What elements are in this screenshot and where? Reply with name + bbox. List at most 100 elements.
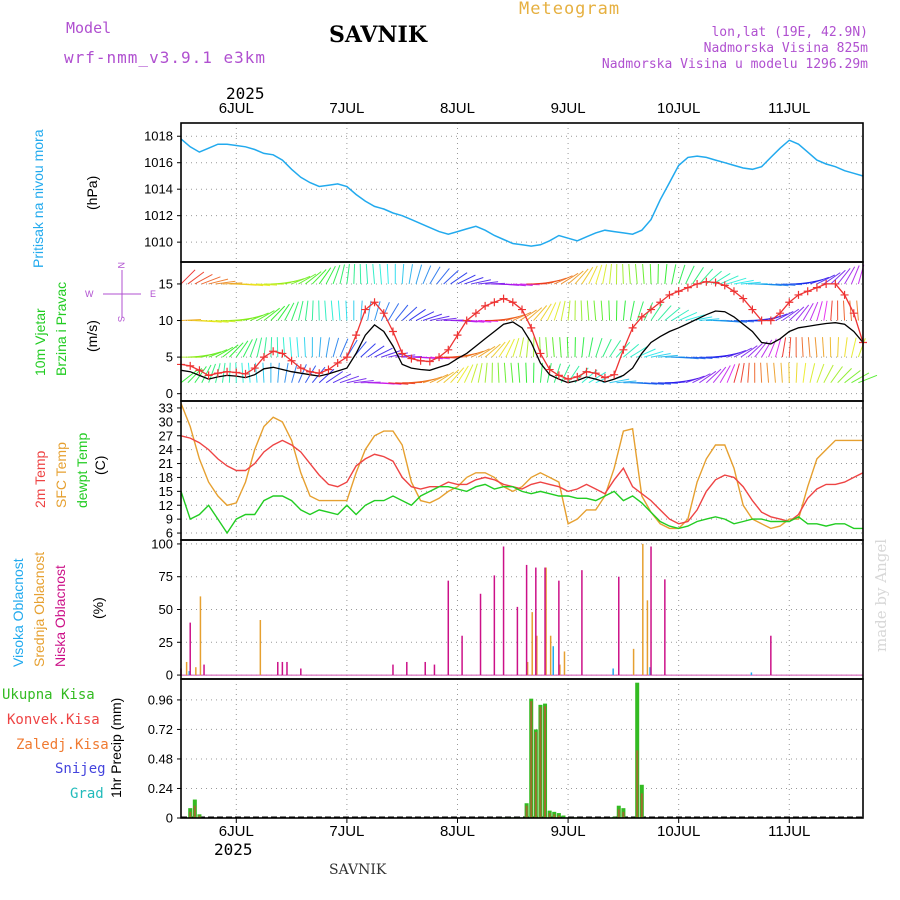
wind-direction-arrow [837,267,851,285]
wind-direction-arrow [291,363,298,383]
wind-direction-arrow [180,370,198,384]
wind-direction-arrow [822,337,825,358]
conv-precip-bar [530,701,533,818]
wind-direction-arrow [339,375,360,384]
wind-direction-arrow [699,318,720,322]
panel-frame [180,122,864,263]
wind-gust-marker [794,290,803,299]
wind-gust-marker [776,309,785,318]
xtick-label-top: 9JUL [551,100,586,117]
wind-direction-arrow [553,363,561,383]
wind-direction-arrow [256,337,263,358]
wind-gust-marker [333,358,342,367]
conv-precip-bar [617,809,620,818]
wind-direction-arrow [650,382,672,385]
wind-direction-arrow [318,337,322,358]
wind-direction-arrow [780,362,783,383]
xtick-label-bottom: 9JUL [551,823,586,840]
wind-gust-marker [241,369,250,378]
wind-gust-marker [610,370,619,379]
wind-direction-arrow [635,263,638,284]
ytick-label: 1010 [144,235,173,250]
wind-gust-marker [748,305,757,314]
wind-direction-arrow [747,343,763,358]
wind-gust-marker [435,353,444,362]
wind-direction-arrow [773,362,776,383]
wind-direction-arrow [581,369,598,384]
wind-gust-marker [693,279,702,288]
wind-direction-arrow [849,300,852,321]
wind-gust-marker [287,356,296,365]
ytick-label: 15 [159,484,173,499]
lonlat-label: lon,lat (19E, 42.9N) [711,25,868,40]
wind-direction-arrow [394,304,409,321]
ytick-label: 27 [159,428,173,443]
wind-direction-arrow [588,337,594,358]
wind-direction-arrow [450,367,465,384]
wind-direction-arrow [678,356,699,360]
wind-direction-arrow [622,300,626,321]
ytick-label: 10 [159,313,173,328]
wind-direction-arrow [795,304,810,321]
conv-precip-bar [553,814,556,818]
wind-direction-arrow [257,283,278,286]
wind-direction-arrow [477,345,496,358]
wind-direction-arrow [671,264,677,285]
wind-direction-arrow [470,363,478,383]
wind-gust-marker [204,371,213,380]
wind-direction-arrow [201,351,222,358]
wind-direction-arrow [747,362,750,383]
wind-direction-arrow [664,307,681,321]
wind-direction-arrow [595,337,603,358]
wind-direction-arrow [692,267,704,285]
wind-direction-arrow [387,303,400,321]
wind-direction-arrow [740,281,761,285]
axes-layer: 1010101210141016101805101569121518212427… [144,100,864,840]
wind-direction-arrow [547,277,567,285]
wind-direction-arrow [540,303,552,321]
wind-direction-arrow [249,312,269,321]
wind-direction-arrow [339,264,345,285]
wind-direction-arrow [374,301,381,321]
wind-direction-arrow [788,306,805,321]
wind-direction-arrow [305,271,322,285]
wind-direction-arrow [823,300,828,321]
wind-direction-arrow [692,356,713,359]
wind-direction-arrow [788,337,792,358]
wind-direction-arrow [719,365,731,383]
ytick-label: 33 [159,400,173,415]
wind-direction-arrow [484,343,501,358]
wind-direction-arrow [325,337,330,358]
wind-direction-arrow [332,337,340,358]
wind-gust-marker [407,354,416,363]
wind-direction-arrow [567,365,580,383]
model-elevation-label: Nadmorska Visina u modelu 1296.29m [601,57,868,72]
xtick-label-top: 11JUL [768,100,810,117]
wind-direction-arrow [637,382,658,385]
conv-precip-bar [534,731,537,818]
wind-direction-arrow [291,275,311,285]
wind-direction-arrow [602,338,612,358]
data-layer [177,138,878,818]
wind-direction-arrow [422,265,432,285]
compass-s: S [116,316,126,322]
xtick-label-bottom: 7JUL [329,823,364,840]
wind-gust-marker [453,331,462,340]
wind-gust-marker [213,369,222,378]
wind-direction-arrow [208,320,229,323]
wind-direction-arrow [263,307,281,321]
wind-direction-arrow [526,337,529,358]
wind-direction-arrow [623,343,640,358]
ytick-label: 25 [159,635,173,650]
xtick-label-bottom: 6JUL [219,823,254,840]
ytick-label: 30 [159,414,173,429]
wind-direction-arrow [381,350,401,358]
wind-gust-marker [195,366,204,375]
wind-direction-arrow [517,362,521,383]
wind-direction-arrow [685,314,705,322]
wind-direction-arrow [685,375,705,384]
wind-gust-marker [388,327,397,336]
ytick-label: 50 [159,602,173,617]
wind-direction-arrow [422,313,443,321]
wind-direction-arrow [243,283,264,287]
